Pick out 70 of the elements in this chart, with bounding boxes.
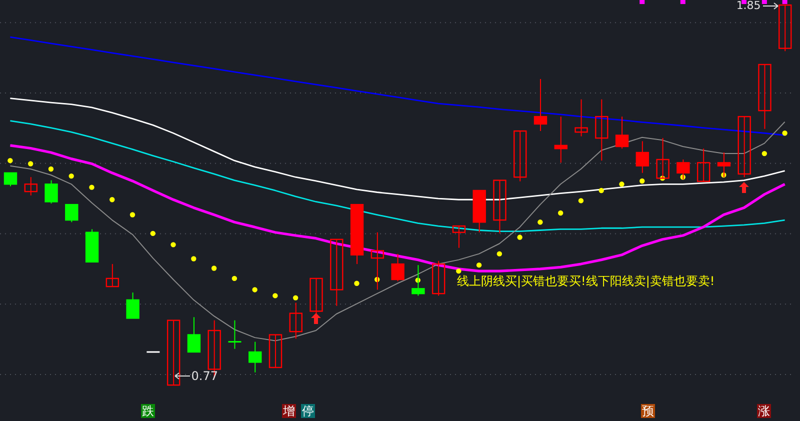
candlestick: [493, 180, 506, 234]
point: [496, 251, 502, 256]
text: 停: [301, 404, 315, 418]
point: [476, 262, 482, 268]
point: [578, 198, 584, 204]
point: [170, 242, 176, 248]
point: [191, 256, 196, 262]
candlestick: [432, 260, 446, 296]
candlestick: [370, 232, 384, 290]
candlestick: [636, 140, 650, 174]
point: [782, 130, 788, 136]
candlestick: [24, 176, 38, 196]
text: 涨: [757, 404, 771, 418]
annotation: 线上阴线买|买错也要买!线下阳线卖|卖错也要卖!: [457, 273, 715, 289]
annotation: 1.85: [736, 0, 761, 12]
point: [48, 166, 54, 172]
point: [640, 178, 645, 184]
point: [517, 234, 522, 240]
point: [8, 158, 13, 164]
candlestick: [615, 116, 629, 150]
candlestick: [227, 320, 242, 350]
point: [640, 0, 645, 4]
point: [292, 295, 298, 300]
candlestick: [106, 264, 120, 288]
candlestick: [514, 130, 527, 182]
point: [456, 268, 462, 274]
point: [782, 0, 788, 4]
point: [354, 280, 360, 286]
candlestick: [248, 341, 262, 373]
point: [680, 0, 686, 4]
candlestick: [126, 292, 140, 319]
candlestick: [656, 138, 670, 179]
candlestick: [595, 98, 608, 162]
candlestick: [330, 238, 344, 306]
candlestick: [574, 98, 588, 137]
point: [598, 188, 604, 194]
point: [619, 182, 624, 187]
point: [538, 220, 543, 225]
candlestick: [758, 64, 772, 130]
point: [211, 266, 217, 271]
candlestick: [452, 225, 466, 248]
candlestick: [268, 334, 282, 368]
point: [762, 0, 767, 4]
point: [28, 161, 34, 166]
annotation: 0.77: [191, 368, 218, 384]
candlestick: [65, 204, 78, 223]
point: [130, 212, 136, 218]
point: [252, 287, 258, 292]
text: 增: [282, 404, 296, 418]
point: [272, 293, 278, 298]
candlestick: [166, 320, 180, 386]
point: [110, 197, 115, 202]
candlestick: [534, 78, 548, 132]
candlestick: [554, 116, 568, 164]
candlestick: [391, 253, 404, 282]
candlestick: [738, 116, 751, 178]
candlestick: [187, 316, 201, 353]
text: 预: [641, 404, 655, 418]
candlestick: [696, 148, 710, 182]
candlestick: [289, 302, 302, 340]
point: [232, 276, 238, 282]
candlestick: [44, 180, 58, 204]
point: [150, 230, 156, 236]
point: [762, 150, 768, 156]
point: [89, 184, 94, 190]
text: 跌: [141, 404, 155, 418]
point: [558, 210, 564, 216]
candlestick: [412, 264, 425, 296]
point: [68, 173, 74, 179]
candlestick: [4, 172, 18, 187]
